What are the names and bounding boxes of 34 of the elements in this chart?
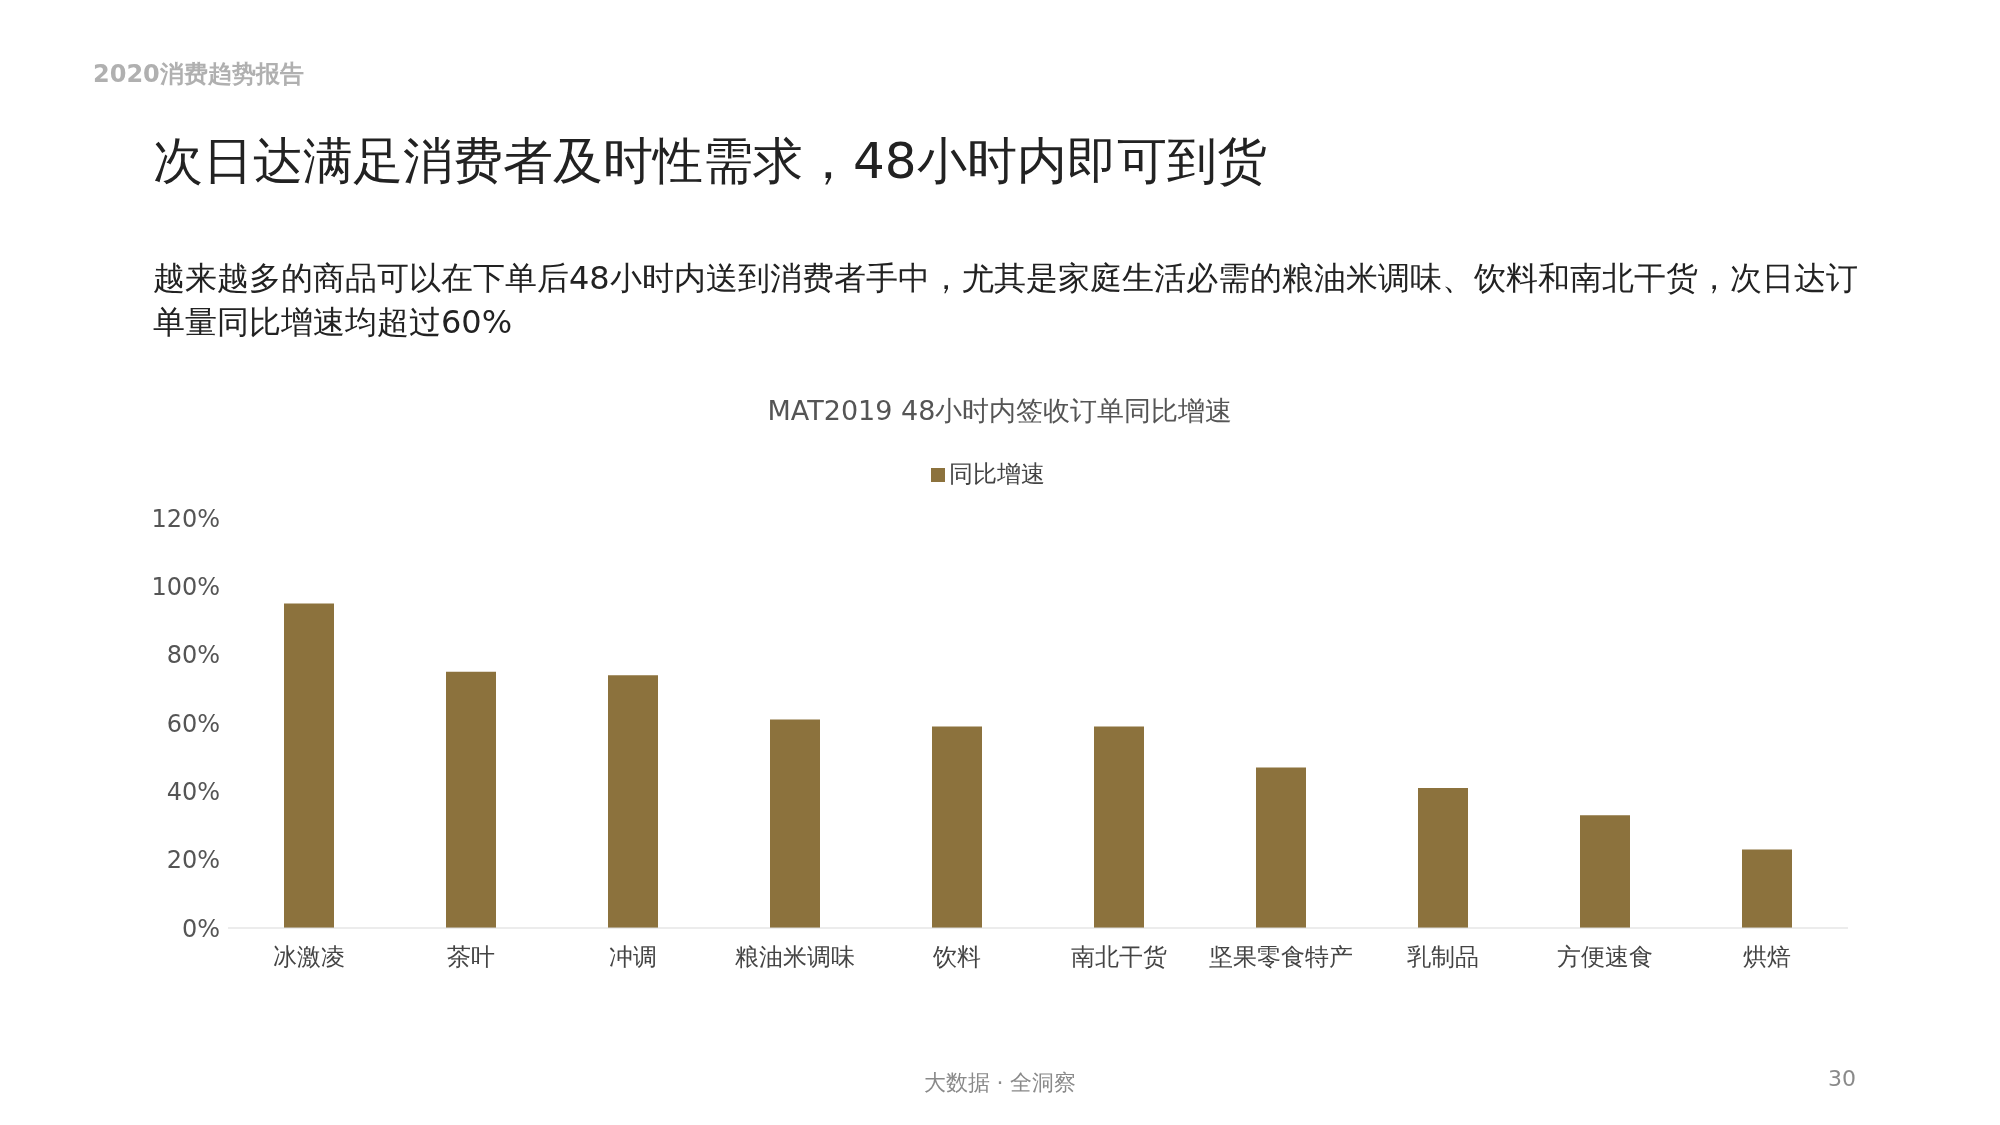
x-tick-label: 粮油米调味 bbox=[735, 943, 855, 972]
y-tick-label: 100% bbox=[151, 572, 220, 601]
x-tick-label: 冲调 bbox=[609, 943, 657, 972]
x-tick-label: 南北干货 bbox=[1071, 943, 1167, 972]
bar bbox=[1418, 787, 1468, 928]
bar bbox=[770, 719, 820, 928]
y-tick-label: 0% bbox=[181, 914, 220, 943]
bar bbox=[608, 675, 658, 928]
bar bbox=[1742, 849, 1792, 928]
text: MAT2019 48小时内签收订单同比增速 bbox=[766, 394, 1234, 428]
bar bbox=[1256, 767, 1306, 928]
y-tick-label: 80% bbox=[166, 641, 220, 670]
chart-subtitle: 越来越多的商品可以在下单后48小时内送到消费者手中，尤其是家庭生活必需的粮油米调味、饮料和南北干货，次日达订单量同比增速均超过60% bbox=[153, 258, 1859, 343]
text: 大数据 · 全洞察 bbox=[923, 1070, 1077, 1095]
bar bbox=[446, 671, 496, 928]
bar bbox=[1094, 726, 1144, 928]
y-tick-label: 20% bbox=[166, 846, 220, 875]
x-tick-label: 茶叶 bbox=[447, 943, 495, 972]
chart-title: 次日达满足消费者及时性需求，48小时内即可到货 bbox=[153, 131, 1267, 192]
y-tick-label: 60% bbox=[166, 709, 220, 738]
x-tick-label: 方便速食 bbox=[1557, 943, 1653, 972]
x-tick-label: 饮料 bbox=[932, 943, 981, 972]
bar bbox=[932, 726, 982, 928]
x-tick-label: 乳制品 bbox=[1407, 943, 1479, 972]
y-tick-label: 40% bbox=[166, 777, 220, 806]
bar bbox=[284, 603, 334, 928]
x-tick-label: 冰激凌 bbox=[273, 943, 345, 972]
text: 30 bbox=[1828, 1066, 1856, 1091]
legend-label: 同比增速 bbox=[949, 460, 1045, 488]
x-tick-label: 烘焙 bbox=[1743, 943, 1791, 972]
bar bbox=[1580, 815, 1630, 928]
text: 2020消费趋势报告 bbox=[93, 59, 304, 90]
y-tick-label: 120% bbox=[151, 504, 220, 533]
x-tick-label: 坚果零食特产 bbox=[1209, 943, 1353, 972]
